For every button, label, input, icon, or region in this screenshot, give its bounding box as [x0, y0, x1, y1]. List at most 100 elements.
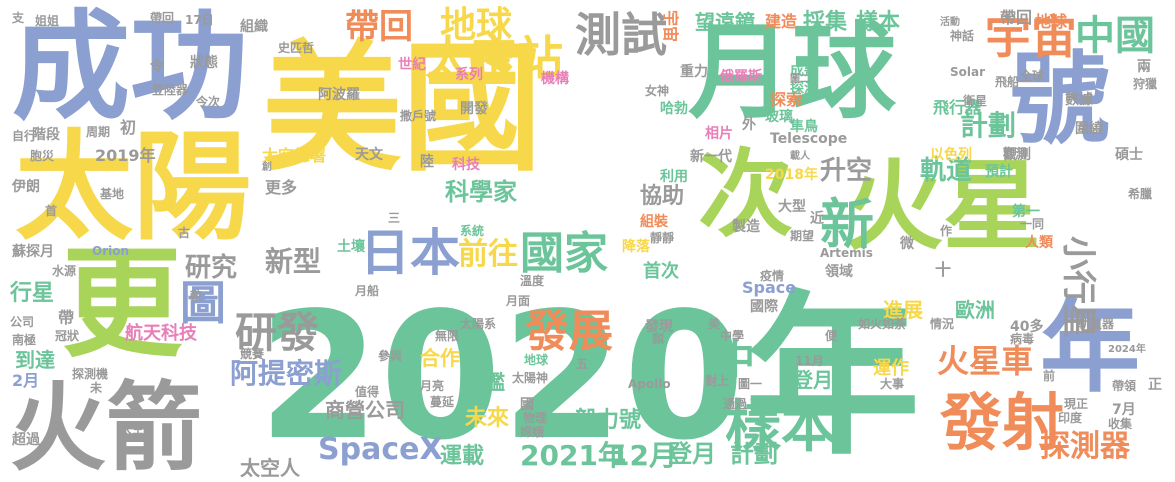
cloud-word: 首次	[643, 261, 679, 282]
cloud-word: 探測器	[1040, 429, 1130, 464]
cloud-word: 未來	[465, 406, 510, 431]
cloud-word: 中國	[1075, 13, 1155, 59]
cloud-word: 成功	[12, 0, 249, 136]
cloud-word: 競賽	[240, 347, 265, 361]
cloud-word: 阿提密斯	[230, 357, 343, 390]
cloud-word: 物理	[523, 411, 548, 425]
cloud-word: 世紀	[398, 57, 426, 73]
cloud-word: 40多	[1010, 319, 1044, 335]
cloud-word: 望遠鏡	[695, 10, 755, 34]
cloud-word: 基地	[100, 187, 125, 201]
cloud-word: 地球	[524, 353, 549, 367]
cloud-word: 飛行器	[933, 98, 982, 117]
cloud-word: Apollo	[628, 377, 671, 391]
cloud-word: 水源	[52, 264, 77, 278]
cloud-word: 通過	[723, 397, 748, 411]
cloud-word: 2月	[12, 371, 40, 390]
cloud-word: 三	[388, 211, 401, 225]
cloud-word: SpaceX	[318, 432, 443, 467]
cloud-word: 十	[935, 260, 952, 279]
cloud-word: 以色列	[930, 147, 972, 163]
cloud-word: 2024年	[1108, 344, 1146, 355]
cloud-word: 系統	[460, 224, 485, 238]
cloud-word: 蔓延	[430, 395, 455, 409]
cloud-word: 女神	[645, 84, 670, 98]
cloud-word: 溫度	[520, 274, 545, 288]
cloud-word: 五	[576, 357, 589, 371]
cloud-word: 新型	[265, 245, 322, 278]
cloud-word: 軌道	[920, 156, 973, 186]
cloud-word: 新	[820, 193, 874, 256]
cloud-word: 圍繞	[1075, 121, 1103, 137]
cloud-word: 大型	[778, 199, 806, 215]
cloud-word: 載人	[790, 151, 810, 162]
cloud-word: 狩獵	[1133, 77, 1158, 91]
cloud-word: 觀測	[1003, 147, 1031, 163]
cloud-word: 太陽	[15, 118, 252, 256]
cloud-word: 大事	[880, 377, 905, 391]
cloud-word: 運作	[873, 358, 909, 379]
cloud-word: 號	[1010, 41, 1110, 158]
cloud-word: 相片	[705, 126, 733, 142]
cloud-word: 前往	[458, 237, 518, 272]
cloud-word: 顆	[652, 332, 665, 346]
cloud-word: 地球	[440, 5, 513, 46]
cloud-word: 太空總署	[262, 146, 327, 165]
cloud-word: 哈勃	[660, 101, 688, 117]
cloud-word: 商營公司	[325, 398, 405, 422]
cloud-word: 印度	[1058, 411, 1083, 425]
cloud-word: 火星	[845, 150, 1042, 264]
cloud-word: 採集	[803, 10, 848, 35]
cloud-word: 年	[1040, 289, 1140, 406]
cloud-word: 超過	[12, 432, 40, 448]
cloud-word: 毅力號	[575, 408, 642, 433]
cloud-word: 升空	[820, 156, 873, 186]
cloud-word: 發現	[645, 319, 673, 335]
cloud-word: 第一	[1012, 204, 1040, 220]
cloud-word: 2019年	[95, 146, 156, 165]
cloud-word: 今次	[196, 95, 221, 109]
cloud-word: 登陸器	[152, 83, 189, 97]
cloud-word: 進展	[883, 298, 923, 322]
cloud-word: 機構	[541, 71, 569, 87]
cloud-word: 現正	[1064, 397, 1089, 411]
cloud-word: 發射	[940, 386, 1065, 459]
cloud-word: 國	[520, 397, 534, 413]
cloud-word: 2021年	[520, 439, 626, 472]
cloud-word: 無限	[435, 329, 460, 343]
cloud-word: 測試	[575, 8, 667, 62]
cloud-word: 火星車	[937, 342, 1034, 380]
cloud-word: 降落	[622, 239, 650, 255]
cloud-word: 協助	[640, 184, 685, 209]
cloud-word: 外	[742, 117, 756, 133]
cloud-word: 阿波羅	[318, 87, 360, 103]
cloud-word: 計劃	[730, 440, 778, 468]
cloud-word: 便	[825, 329, 838, 343]
cloud-word: 疫情	[760, 269, 785, 283]
cloud-word: 自行	[12, 129, 37, 143]
cloud-word: 首	[45, 204, 58, 218]
cloud-word: 發展	[525, 306, 613, 357]
cloud-word: 月球	[688, 11, 897, 133]
cloud-word: 建造	[765, 12, 798, 31]
cloud-word: 宇宙	[985, 10, 1077, 64]
cloud-word: 收集	[1108, 417, 1133, 431]
cloud-word: 衛星	[963, 94, 988, 108]
cloud-word: 利用	[660, 169, 688, 185]
cloud-word: 研發	[235, 308, 320, 357]
cloud-word: 到達	[15, 348, 55, 372]
cloud-word: 組裝	[640, 214, 668, 230]
cloud-word: 美	[708, 317, 721, 331]
cloud-word: 探索	[770, 90, 803, 109]
cloud-word: 合作	[420, 346, 460, 370]
cloud-word: 月亮	[420, 379, 445, 393]
cloud-word: 古	[178, 226, 191, 240]
cloud-word: 土壤	[337, 239, 365, 255]
cloud-word: 神話	[950, 29, 975, 43]
cloud-word: 冠狀	[55, 329, 80, 343]
cloud-word: 更	[62, 235, 182, 374]
cloud-word: 飛船	[995, 75, 1020, 89]
cloud-word: 12月	[610, 439, 677, 472]
cloud-word: 周期	[86, 125, 111, 139]
